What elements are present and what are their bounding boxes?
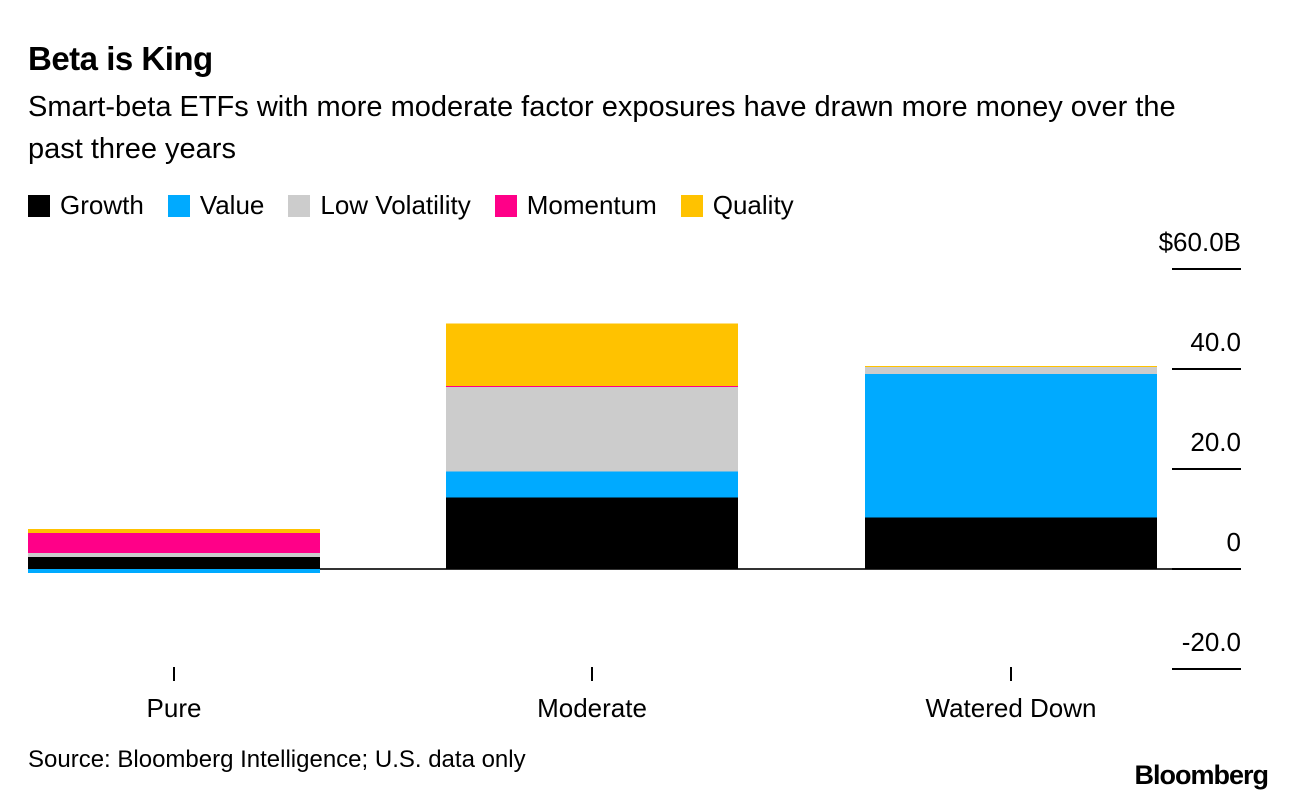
legend-item: Growth — [28, 190, 144, 221]
x-tick-label: Moderate — [537, 693, 647, 723]
bar-segment-momentum — [28, 533, 320, 553]
x-tick-label: Pure — [147, 693, 202, 723]
bar-segment-quality — [865, 366, 1157, 367]
y-tick-label: 40.0 — [1190, 327, 1241, 357]
legend: Growth Value Low Volatility Momentum Quality — [28, 190, 818, 221]
bar-segment-low-volatility — [865, 367, 1157, 374]
x-tick-label: Watered Down — [926, 693, 1097, 723]
bar-segment-growth — [446, 497, 738, 569]
legend-item: Value — [167, 190, 265, 221]
chart-subtitle: Smart-beta ETFs with more moderate facto… — [28, 91, 1176, 165]
bar-segment-low-volatility — [28, 553, 320, 557]
legend-label: Value — [199, 190, 265, 220]
bar-segment-value — [865, 374, 1157, 518]
legend-swatch — [680, 194, 703, 217]
legend-swatch — [167, 194, 190, 217]
legend-swatch — [288, 194, 311, 217]
legend-item: Quality — [680, 190, 794, 221]
legend-label: Quality — [712, 190, 794, 220]
bloomberg-logo: Bloomberg — [1134, 760, 1269, 790]
bar-segment-value — [28, 569, 320, 573]
bar-segment-value — [446, 471, 738, 498]
legend-swatch — [28, 194, 50, 217]
legend-swatch — [494, 194, 517, 217]
legend-item: Low Volatility — [288, 190, 471, 221]
source-note: Source: Bloomberg Intelligence; U.S. dat… — [28, 746, 526, 773]
legend-label: Growth — [60, 190, 144, 220]
legend-label: Low Volatility — [320, 190, 471, 220]
y-tick-label: 20.0 — [1190, 427, 1241, 457]
bar-segment-growth — [28, 557, 320, 569]
chart-title: Beta is King — [28, 40, 213, 77]
legend-label: Momentum — [526, 190, 657, 220]
y-tick-label: 0 — [1227, 527, 1241, 557]
legend-item: Momentum — [494, 190, 657, 221]
bar-segment-momentum — [446, 386, 738, 387]
bar-segment-growth — [865, 517, 1157, 569]
bar-segment-quality — [28, 529, 320, 533]
y-tick-label: $60.0B — [1159, 227, 1241, 257]
bar-segment-quality — [446, 323, 738, 386]
bar-segment-low-volatility — [446, 387, 738, 472]
y-tick-label: -20.0 — [1182, 627, 1241, 657]
